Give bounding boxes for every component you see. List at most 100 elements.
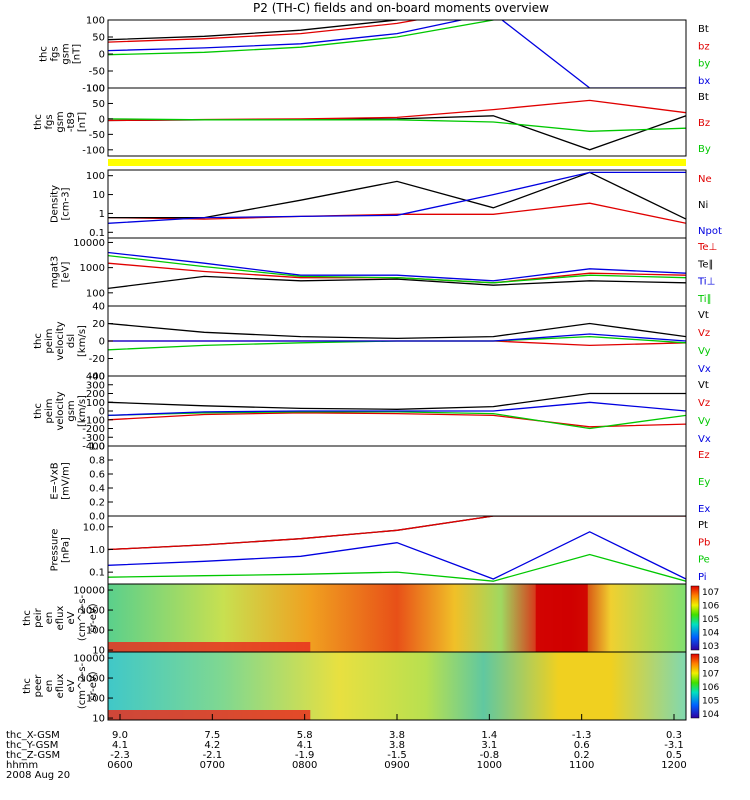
y-axis-label-line: [nPa] [61, 537, 72, 563]
axis-tick-value: 0.3 [666, 730, 682, 741]
y-axis-label-line: eflux [55, 674, 66, 699]
legend-label-Bz: Bz [698, 118, 710, 129]
y-tick-label: 40 [92, 302, 105, 313]
colorbar-tick-label: 108 [702, 656, 719, 666]
y-tick-label: -300 [82, 433, 105, 444]
series-line-By [108, 118, 686, 132]
y-axis-label-line: peim [44, 398, 55, 423]
y-tick-label: 0 [99, 114, 105, 125]
y-tick-label: 0 [99, 50, 105, 61]
y-tick-label: -100 [82, 84, 105, 95]
axis-tick-value: -2.3 [110, 750, 130, 761]
y-axis-label-line: peir [33, 607, 44, 627]
y-tick-label: -100 [82, 415, 105, 426]
y-axis-label-line: [cm-3] [61, 187, 72, 220]
y-tick-label: 300 [86, 380, 105, 391]
y-tick-label: -50 [89, 67, 105, 78]
axis-row-label: thc_X-GSM [6, 730, 60, 741]
series-line-by [108, 20, 495, 56]
legend-label-Te∥: Te∥ [697, 259, 714, 270]
y-axis-label: Density [cm-3] [50, 185, 72, 223]
legend-label-Vy: Vy [698, 346, 711, 357]
legend-label-Vz: Vz [698, 398, 710, 409]
y-axis-label-line: (cm^2-s- [77, 662, 88, 709]
y-tick-label: 400 [86, 372, 105, 383]
y-axis-label-line: [mV/m] [61, 462, 72, 500]
axis-tick-value: -1.9 [295, 750, 315, 761]
panel-frame [107, 19, 687, 89]
y-axis-label: thc peim velocity dsl [km/s] [33, 321, 88, 360]
panel-10: 108 107 106 105 104 10000 1000 100 10 thc peer en ef… [22, 651, 719, 725]
spectrogram-low-energy-band [108, 642, 311, 652]
y-axis-label-line: peim [44, 328, 55, 353]
y-tick-label: 0.6 [89, 470, 105, 481]
y-tick-label: 100 [86, 398, 105, 409]
y-tick-label: 100 [86, 84, 105, 95]
y-axis-label-line: [km/s] [77, 395, 88, 427]
legend-label-Ex: Ex [698, 504, 710, 515]
series-line-Ni [108, 171, 686, 220]
panel-frame [107, 237, 687, 307]
axis-tick-value: 3.8 [389, 740, 405, 751]
y-axis-label-line: velocity [55, 391, 66, 430]
axis-tick-value: 4.2 [204, 740, 220, 751]
y-axis-label-line: fgs [50, 46, 61, 61]
series-line-Pt [108, 516, 686, 551]
colorbar-tick-label: 106 [702, 602, 719, 612]
colorbar-tick-label: 103 [702, 642, 719, 652]
y-axis-label: thc peer en eflux eV (cm^2-s-sr-eV) [22, 662, 99, 709]
colorbar-tick-label: 105 [702, 697, 719, 707]
axis-tick-value: -3.1 [664, 740, 684, 751]
colorbar-tick-label: 104 [702, 710, 719, 720]
legend-label-bz: bz [698, 41, 710, 52]
axis-tick-value: -0.8 [480, 750, 500, 761]
series-line-Vz [108, 340, 686, 347]
legend-label-Ti⊥: Ti⊥ [697, 277, 715, 288]
axis-tick-value: 7.5 [204, 730, 220, 741]
axis-tick-value: 1200 [661, 760, 686, 771]
legend-label-By: By [698, 144, 711, 155]
y-axis-label: Pressure [nPa] [50, 529, 72, 572]
y-axis-label-line: Pressure [50, 529, 61, 572]
series-group [108, 251, 686, 290]
y-axis-label-line: thc [22, 610, 33, 626]
panel-frame [107, 87, 687, 157]
y-tick-label: 10000 [73, 238, 105, 249]
y-axis-label-line: E=-VxB [50, 462, 61, 499]
y-tick-label: 1.0 [89, 442, 105, 453]
y-axis-label-line: peer [33, 674, 44, 698]
legend-label-Vx: Vx [698, 434, 711, 445]
y-tick-label: 0.0 [89, 512, 105, 523]
axis-row-label: thc_Z-GSM [6, 750, 60, 761]
series-group [108, 20, 686, 88]
axis-tick-value: 0900 [384, 760, 409, 771]
series-line-bz [108, 20, 420, 43]
series-line-Bt [108, 115, 686, 151]
y-tick-label: 0.2 [89, 498, 105, 509]
legend-label-Bt: Bt [698, 24, 709, 35]
y-tick-label: 0.1 [89, 228, 105, 239]
colorbar-tick-label: 107 [702, 588, 719, 598]
series-line-Bz [108, 99, 686, 122]
y-axis-label-line: gsm [61, 43, 72, 64]
y-axis-label-line: (cm^2-s- [77, 594, 88, 641]
y-tick-label: 0.4 [89, 484, 105, 495]
y-axis-label-line: Density [50, 185, 61, 223]
axis-date: 2008 Aug 20 [6, 770, 70, 781]
series-group [108, 516, 686, 582]
series-line-Bt [108, 20, 401, 41]
panel-9: 107 106 105 104 103 10000 1000 100 10 thc peir en ef… [22, 583, 719, 657]
y-axis-label-line: gsm [55, 111, 66, 132]
legend-label-Vx: Vx [698, 364, 711, 375]
axis-row-label: thc_Y-GSM [6, 740, 58, 751]
legend-label-Ey: Ey [698, 477, 710, 488]
y-axis-label: E=-VxB [mV/m] [50, 462, 72, 500]
y-tick-label: -400 [82, 442, 105, 453]
y-tick-label: -40 [89, 372, 105, 383]
y-tick-label: 50 [92, 99, 105, 110]
y-tick-label: 0.1 [89, 568, 105, 579]
panel-3: 100 10 1 0.1 Density [cm-3] Ne Ni Npot [50, 169, 722, 239]
y-tick-label: 10 [92, 714, 105, 725]
y-tick-label: 100 [86, 288, 105, 299]
